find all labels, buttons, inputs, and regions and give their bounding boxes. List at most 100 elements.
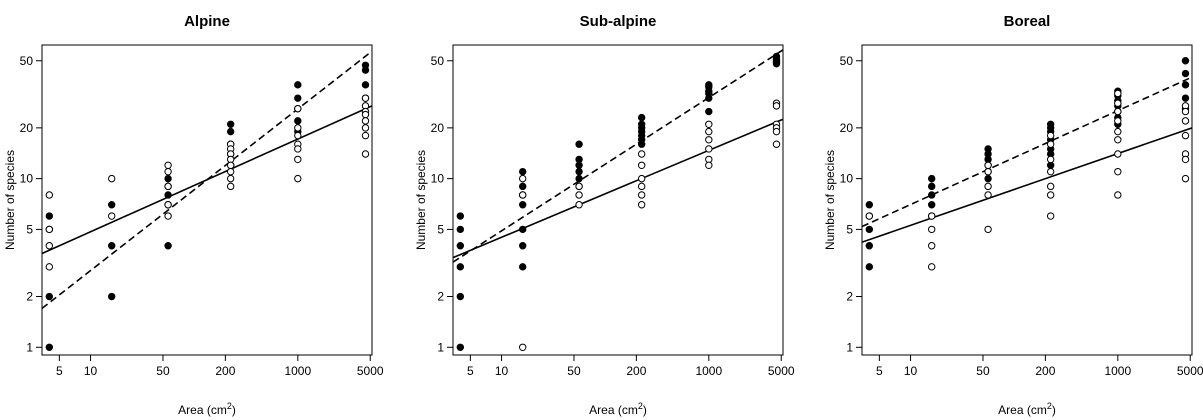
open-point	[164, 182, 172, 191]
open-point	[1046, 191, 1055, 199]
filled-point	[456, 242, 465, 250]
x-tick-label: 5000	[768, 364, 795, 378]
open-point	[928, 242, 936, 250]
x-tick-label: 200	[626, 364, 646, 378]
filled-point	[294, 94, 302, 102]
plot-frame	[41, 44, 373, 356]
y-axis-label: Number of species	[414, 150, 428, 250]
y-tick-label: 1	[846, 340, 853, 354]
open-point	[1181, 155, 1190, 164]
open-point	[226, 182, 235, 191]
open-point	[705, 145, 713, 153]
x-axis-label-sup: 2	[638, 401, 643, 411]
open-point	[226, 167, 235, 176]
filled-point	[226, 127, 235, 136]
x-axis-label: Area (cm2)	[589, 401, 647, 417]
filled-point	[456, 292, 465, 301]
open-point	[361, 117, 370, 125]
open-point	[108, 174, 116, 183]
open-point	[1114, 191, 1122, 199]
open-point	[637, 191, 646, 199]
open-point	[1046, 212, 1055, 220]
open-point	[108, 212, 116, 220]
open-point	[294, 104, 302, 113]
filled-point	[519, 182, 527, 191]
open-point	[637, 174, 646, 183]
open-point	[1114, 117, 1122, 125]
open-point	[519, 174, 527, 183]
open-point	[1114, 89, 1122, 98]
x-axis-label-text: Area (cm	[178, 403, 227, 417]
open-point	[294, 155, 302, 164]
y-tick-label: 2	[846, 290, 853, 304]
solid-fit-line	[862, 127, 1192, 243]
filled-point	[928, 201, 936, 209]
filled-point	[1181, 69, 1190, 78]
open-point	[1046, 182, 1055, 191]
open-point	[164, 167, 172, 176]
open-point	[294, 174, 302, 183]
x-axis-label-sup: 2	[227, 401, 232, 411]
open-point	[519, 343, 527, 351]
filled-point	[705, 107, 713, 116]
filled-point	[164, 174, 172, 183]
open-point	[45, 263, 54, 271]
open-point	[705, 120, 713, 128]
y-tick-label: 2	[437, 290, 444, 304]
x-axis-label: Area (cm2)	[178, 401, 236, 417]
x-tick-label: 10	[495, 364, 509, 378]
open-point	[705, 136, 713, 144]
filled-point	[108, 292, 116, 301]
open-point	[575, 191, 583, 199]
open-point	[519, 191, 527, 199]
filled-point	[575, 174, 583, 183]
x-axis-label-close: )	[232, 403, 236, 417]
open-point	[361, 94, 370, 102]
y-tick-label: 50	[431, 54, 445, 68]
open-point	[1181, 174, 1190, 183]
open-point	[1114, 150, 1122, 158]
filled-point	[637, 140, 646, 148]
solid-fit-line	[453, 118, 783, 259]
filled-point	[294, 81, 302, 89]
x-axis-label-text: Area (cm	[589, 403, 638, 417]
open-point	[984, 191, 992, 199]
panel-title: Boreal	[1004, 13, 1051, 30]
open-point	[1181, 107, 1190, 116]
filled-point	[456, 263, 465, 271]
filled-point	[1181, 57, 1190, 65]
open-point	[164, 201, 172, 209]
open-point	[164, 212, 172, 220]
plot-frame	[861, 44, 1193, 356]
open-point	[705, 127, 713, 136]
filled-point	[928, 191, 936, 199]
open-point	[928, 263, 936, 271]
filled-point	[865, 263, 874, 271]
x-axis-label-close: )	[643, 403, 647, 417]
dashed-fit-line	[453, 49, 783, 263]
filled-point	[45, 292, 54, 301]
open-point	[637, 201, 646, 209]
y-tick-label: 50	[20, 54, 34, 68]
y-tick-label: 5	[437, 222, 444, 236]
y-tick-label: 50	[840, 54, 854, 68]
y-tick-label: 20	[840, 121, 854, 135]
y-tick-label: 10	[840, 172, 854, 186]
open-point	[772, 140, 781, 148]
open-point	[1114, 136, 1122, 144]
x-tick-label: 10	[84, 364, 98, 378]
open-point	[637, 182, 646, 191]
open-point	[294, 131, 302, 140]
open-point	[928, 225, 936, 234]
x-tick-label: 50	[976, 364, 990, 378]
x-tick-label: 50	[567, 364, 581, 378]
x-tick-label: 1000	[284, 364, 311, 378]
open-point	[772, 102, 781, 110]
open-point	[361, 124, 370, 132]
y-tick-label: 2	[26, 290, 33, 304]
open-point	[1046, 167, 1055, 176]
open-point	[361, 150, 370, 158]
x-tick-label: 50	[156, 364, 170, 378]
y-tick-label: 1	[437, 340, 444, 354]
